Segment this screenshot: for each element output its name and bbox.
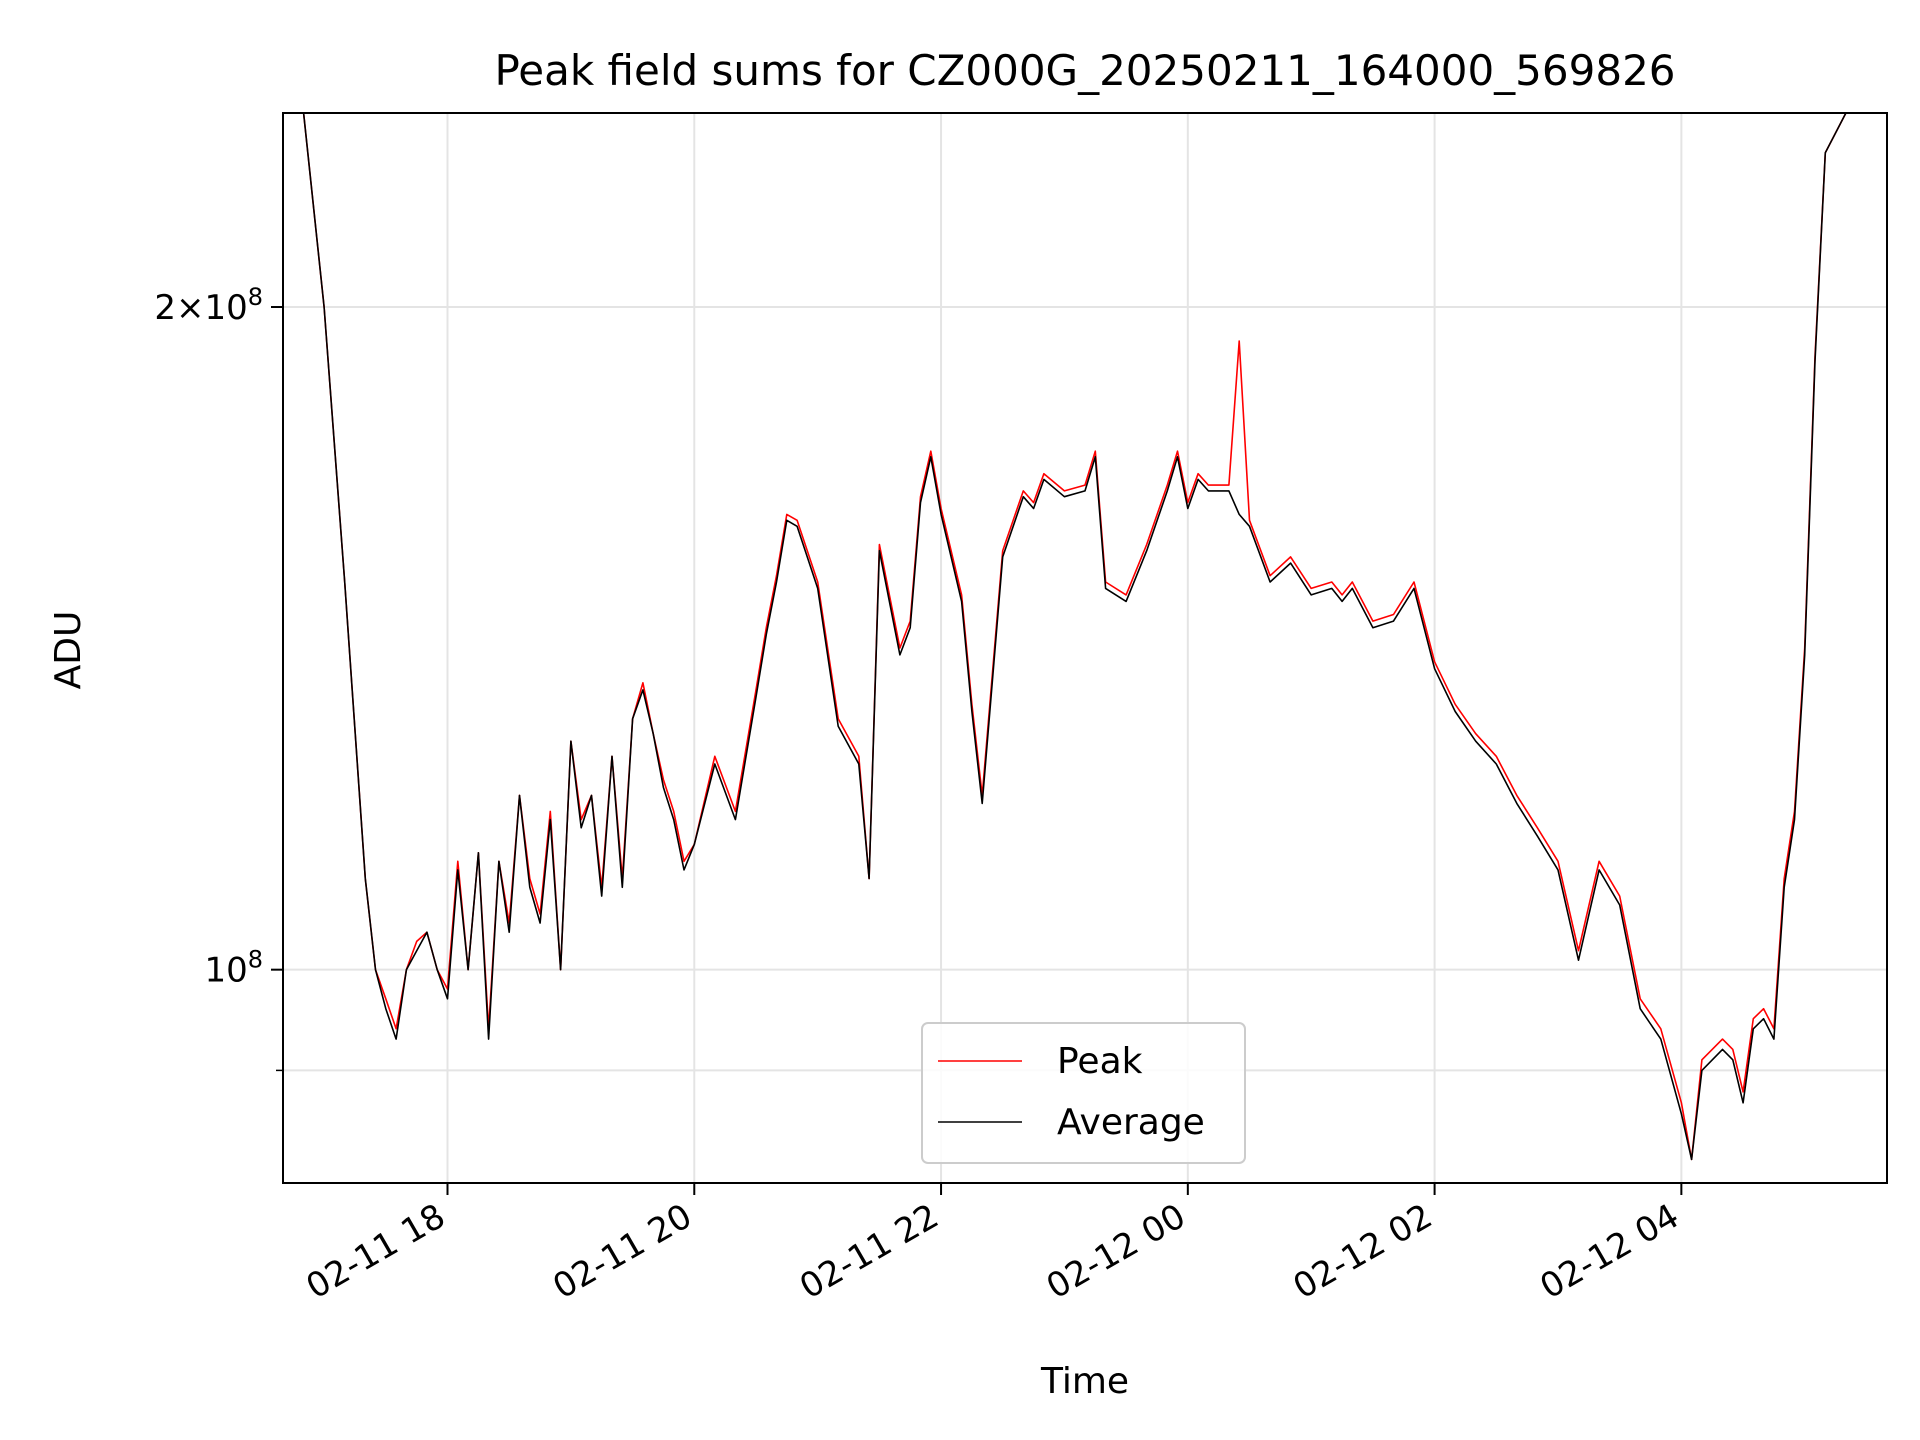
y-axis-label: ADU: [48, 611, 89, 690]
y-axis: 2×108 108: [154, 283, 283, 1072]
y-tick-label: 108: [204, 946, 263, 991]
chart-title: Peak field sums for CZ000G_20250211_1640…: [494, 46, 1675, 95]
grid: [283, 113, 1887, 1183]
x-axis-label: Time: [1040, 1361, 1129, 1402]
legend-label-peak: Peak: [1057, 1041, 1143, 1082]
series-lines: [283, 112, 1847, 1161]
plot-frame: [282, 112, 1888, 1184]
legend-label-average: Average: [1057, 1102, 1205, 1143]
series-line-average: [283, 112, 1847, 1161]
legend-box: [921, 1022, 1246, 1164]
legend: Peak Average: [921, 1022, 1246, 1164]
y-tick-label: 2×108: [154, 283, 263, 328]
